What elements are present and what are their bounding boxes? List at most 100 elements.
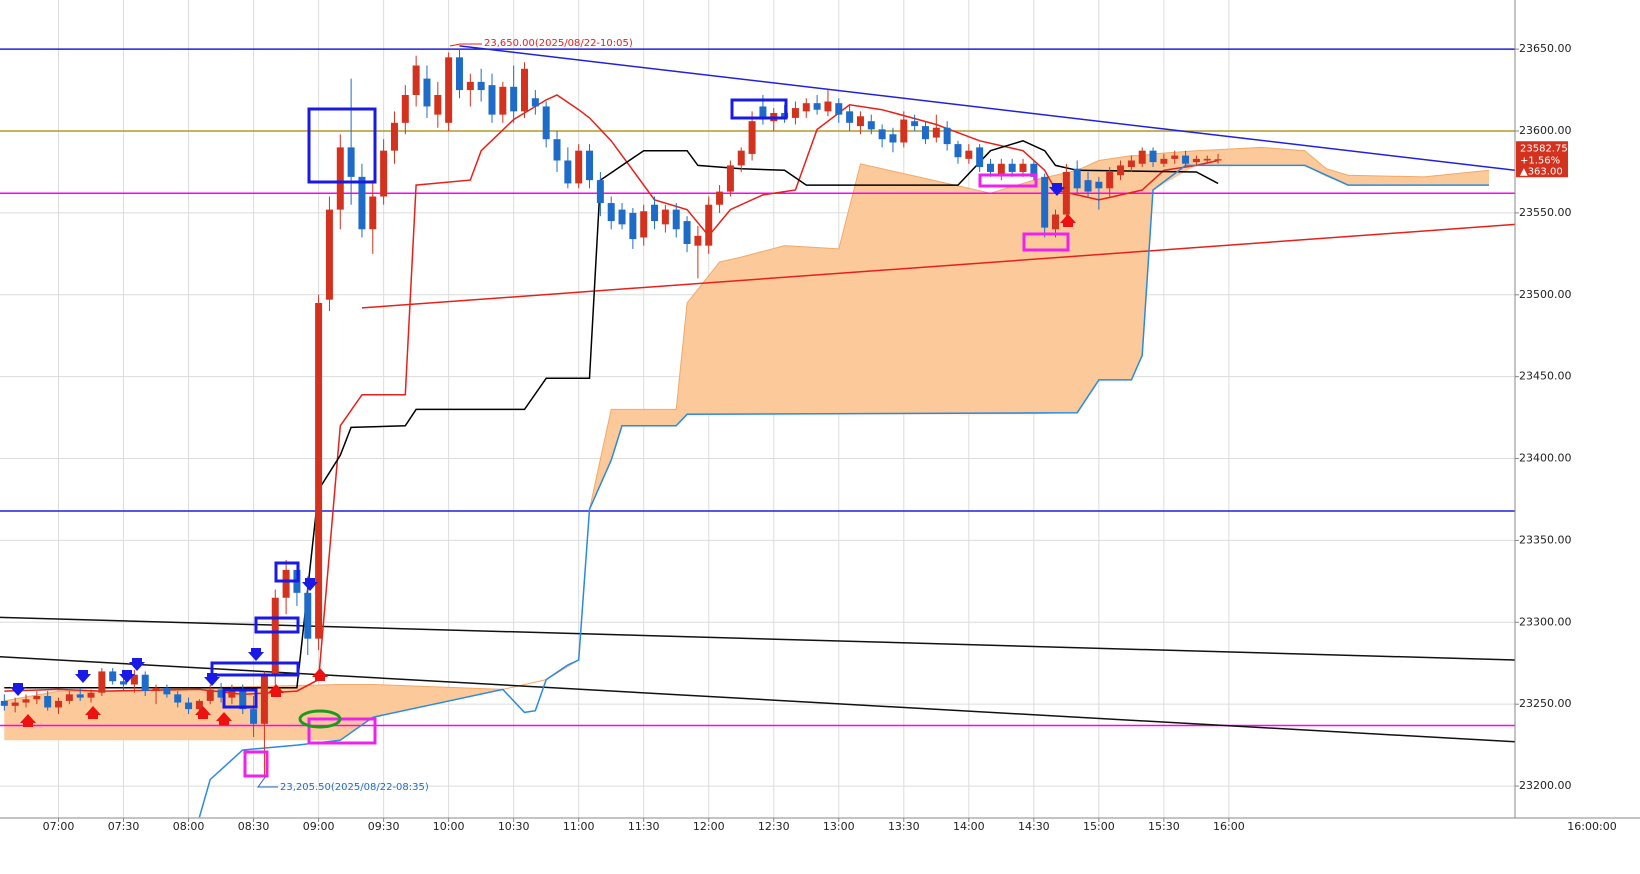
candle-body <box>76 694 84 698</box>
candle-body <box>1149 150 1157 163</box>
candle-body <box>271 597 279 675</box>
y-tick-label: 23550.00 <box>1519 206 1572 219</box>
candle-body <box>986 163 994 172</box>
x-tick-label: 12:30 <box>758 820 790 833</box>
indicator-line <box>198 164 1489 818</box>
box <box>222 688 258 709</box>
candle-body <box>835 103 843 115</box>
x-tick-label: 08:00 <box>173 820 205 833</box>
candle-body <box>607 203 615 222</box>
box <box>730 98 788 120</box>
x-tick-label: 10:00 <box>433 820 465 833</box>
y-tick-label: 23350.00 <box>1519 533 1572 546</box>
candle-body <box>347 147 355 177</box>
box <box>210 661 300 677</box>
candle-body <box>521 68 529 112</box>
candle-body <box>911 121 919 127</box>
cloud-edge <box>4 146 1490 702</box>
x-tick-label: 09:00 <box>303 820 335 833</box>
candle-body <box>705 204 713 246</box>
candle-body <box>553 139 561 161</box>
candle-body <box>455 57 463 91</box>
candle-body <box>889 134 897 143</box>
box <box>243 750 269 778</box>
trend-line <box>0 655 1515 743</box>
y-tick-label: 23650.00 <box>1519 42 1572 55</box>
y-tick-label: 23200.00 <box>1519 779 1572 792</box>
candle-body <box>1062 171 1070 215</box>
y-tick-label: 23450.00 <box>1519 370 1572 383</box>
candle-body <box>932 127 940 138</box>
candle-body <box>206 689 214 701</box>
indicator-line <box>4 139 1219 689</box>
high-annotation: 23,650.00(2025/08/22-10:05) <box>484 38 633 49</box>
x-tick-label: 13:30 <box>888 820 920 833</box>
y-tick-label: 23500.00 <box>1519 288 1572 301</box>
candle-body <box>846 111 854 123</box>
y-tick-label: 23300.00 <box>1519 615 1572 628</box>
candle-body <box>531 98 539 107</box>
candle-body <box>239 691 247 710</box>
y-tick-label: 23600.00 <box>1519 124 1572 137</box>
candle-body <box>98 671 106 693</box>
candle-body <box>640 211 648 238</box>
x-tick-label: 12:00 <box>693 820 725 833</box>
axes: 23200.00 23250.00 23300.00 23350.00 23400.00… <box>43 42 1572 833</box>
y-tick-label: 23250.00 <box>1519 697 1572 710</box>
candle-body <box>174 694 182 703</box>
candle-body <box>325 209 333 300</box>
candle-body <box>65 694 73 701</box>
candle-body <box>217 689 225 698</box>
candle-body <box>900 119 908 143</box>
candle-body <box>499 86 507 115</box>
candle-body <box>759 106 767 120</box>
last-change: ▲363.00 <box>1520 166 1563 177</box>
candle-body <box>629 212 637 240</box>
candle-body <box>564 160 572 184</box>
candle-body <box>661 209 669 225</box>
x-tick-label: 07:30 <box>108 820 140 833</box>
x-tick-label: 13:00 <box>823 820 855 833</box>
candle-body <box>791 108 799 118</box>
candle-body <box>55 700 63 708</box>
candle-body <box>390 122 398 151</box>
x-tick-label: 15:00 <box>1083 820 1115 833</box>
candle-body <box>878 129 886 140</box>
plot-area <box>0 45 1515 818</box>
last-price: 23582.75 <box>1520 143 1568 154</box>
candle-body <box>618 209 626 225</box>
candle-body <box>1160 158 1168 164</box>
candle-body <box>434 94 442 115</box>
y-tick-label: 23400.00 <box>1519 452 1572 465</box>
candle-body <box>726 165 734 192</box>
box <box>307 717 377 745</box>
last-price-tag <box>1516 141 1568 178</box>
candle-body <box>195 700 203 710</box>
indicator-line <box>4 94 1219 696</box>
box <box>1022 232 1070 252</box>
candle-body <box>1182 155 1190 164</box>
candle-body <box>867 121 875 130</box>
x-tick-label: 07:00 <box>43 820 75 833</box>
candle-body <box>250 709 258 724</box>
candle-body <box>120 681 128 685</box>
candle-body <box>423 78 431 107</box>
candle-body <box>412 65 420 95</box>
candle-body <box>510 86 518 112</box>
x-tick-label: 10:30 <box>498 820 530 833</box>
candle-body <box>141 674 149 692</box>
candle-body <box>1127 160 1135 168</box>
leader-line <box>257 775 278 788</box>
candle-body <box>445 57 453 123</box>
candle-body <box>1117 165 1125 176</box>
candle-body <box>1084 180 1092 192</box>
candle-body <box>943 127 951 145</box>
candle-body <box>651 204 659 222</box>
last-change: +1.56% <box>1520 155 1560 166</box>
drawings: 23,650.00(2025/08/22-10:05) 23,205.50(20… <box>10 38 1076 793</box>
candle-body <box>824 101 832 112</box>
candle-body <box>748 121 756 154</box>
candle-body <box>0 700 8 706</box>
x-tick-label: 16:00 <box>1213 820 1245 833</box>
candle-body <box>1138 150 1146 164</box>
